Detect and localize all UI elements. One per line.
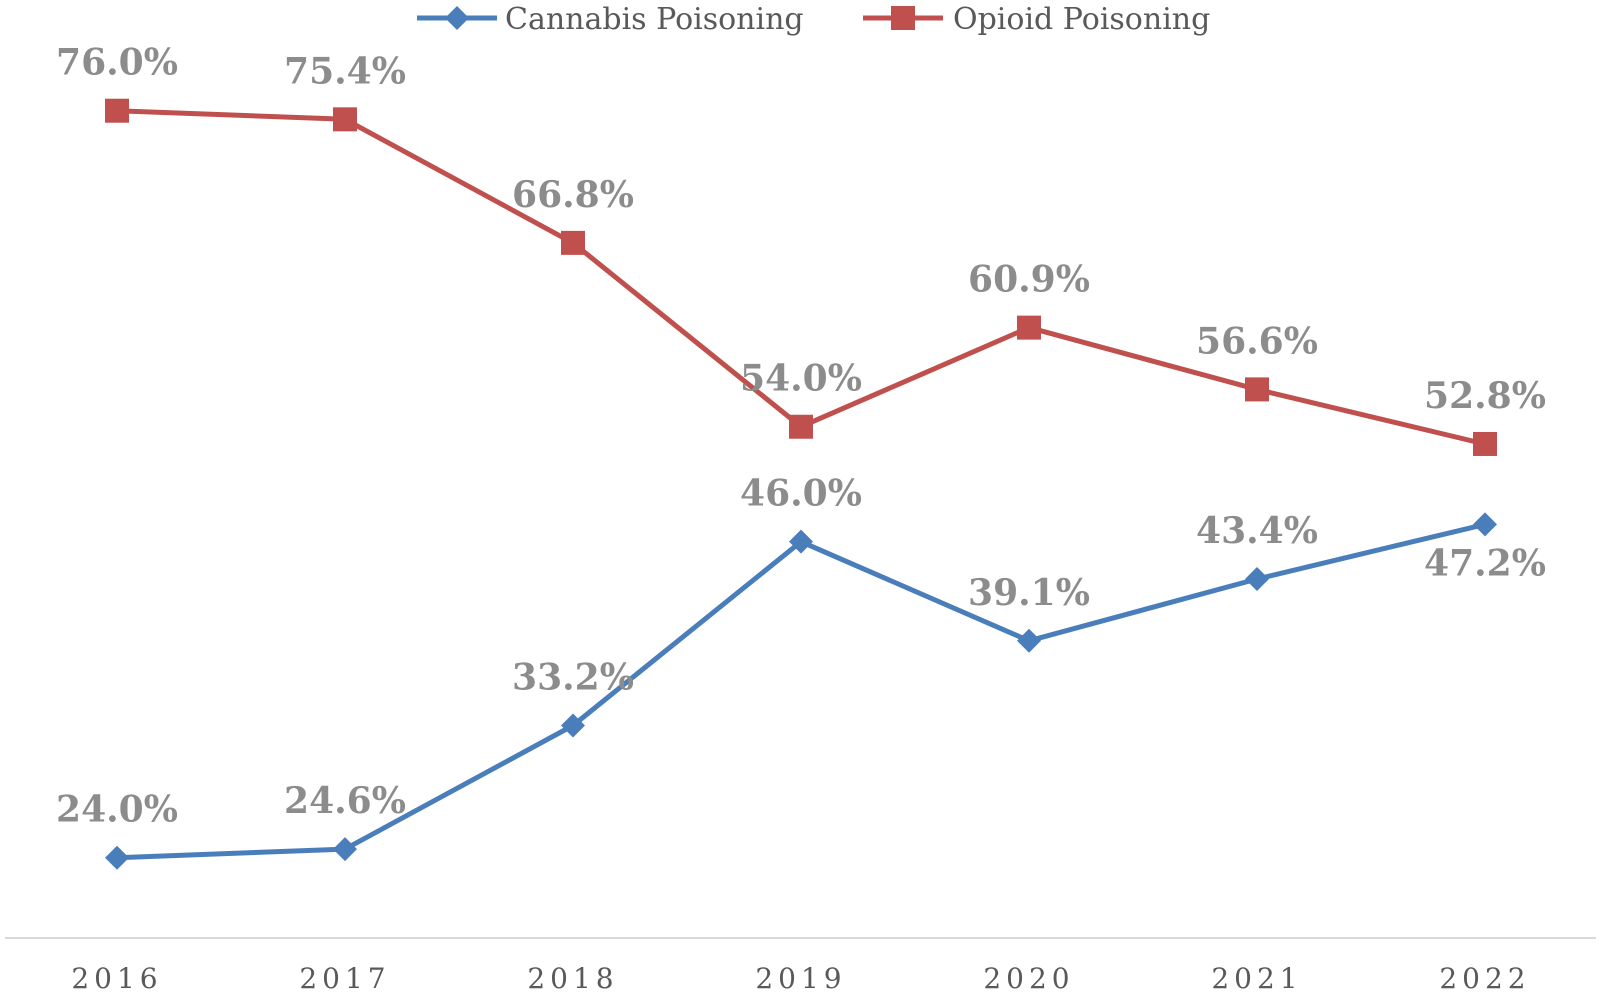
legend: Cannabis Poisoning Opioid Poisoning	[417, 2, 1210, 37]
opioid-point	[789, 414, 813, 439]
opioid-point	[1245, 377, 1269, 402]
opioid-data-label: 75.4%	[284, 50, 406, 92]
opioid-point	[561, 230, 585, 255]
x-tick-label: 2017	[299, 962, 390, 992]
cannabis-point	[333, 837, 357, 862]
x-tick-label: 2021	[1211, 962, 1302, 992]
cannabis-data-label: 43.4%	[1196, 510, 1318, 552]
cannabis-point	[561, 713, 585, 738]
cannabis-data-label: 39.1%	[968, 572, 1090, 614]
cannabis-data-label: 47.2%	[1424, 542, 1546, 584]
legend-item-opioid: Opioid Poisoning	[863, 2, 1210, 37]
opioid-point	[105, 98, 129, 123]
legend-cannabis-marker	[445, 6, 469, 30]
legend-opioid-marker	[891, 6, 915, 30]
opioid-data-label: 66.8%	[512, 174, 634, 216]
opioid-data-label: 52.8%	[1424, 375, 1546, 417]
x-tick-label: 2018	[527, 962, 618, 992]
x-tick-label: 2016	[71, 962, 162, 992]
opioid-point	[1473, 431, 1497, 456]
cannabis-point	[789, 529, 813, 554]
cannabis-data-label: 24.6%	[284, 780, 406, 822]
cannabis-point	[105, 845, 129, 870]
opioid-data-label: 76.0%	[56, 42, 178, 84]
x-tick-label: 2020	[983, 962, 1074, 992]
cannabis-point	[1473, 512, 1497, 537]
cannabis-data-label: 46.0%	[740, 473, 862, 515]
plot-area: 2016 2017 2018 2019 2020 2021 2022 24.0% 24.6% 33…	[56, 42, 1546, 992]
opioid-data-label: 60.9%	[968, 259, 1090, 301]
cannabis-point	[1245, 567, 1269, 592]
legend-cannabis-label: Cannabis Poisoning	[505, 2, 804, 37]
x-tick-label: 2019	[755, 962, 846, 992]
opioid-data-label: 54.0%	[740, 358, 862, 400]
legend-item-cannabis: Cannabis Poisoning	[417, 2, 804, 37]
x-tick-label: 2022	[1439, 962, 1530, 992]
opioid-data-label: 56.6%	[1196, 320, 1318, 362]
cannabis-point	[1017, 628, 1041, 653]
opioid-point	[1017, 315, 1041, 340]
opioid-point	[333, 107, 357, 132]
legend-opioid-label: Opioid Poisoning	[953, 2, 1210, 37]
cannabis-data-label: 24.0%	[56, 789, 178, 831]
cannabis-data-label: 33.2%	[512, 657, 634, 699]
